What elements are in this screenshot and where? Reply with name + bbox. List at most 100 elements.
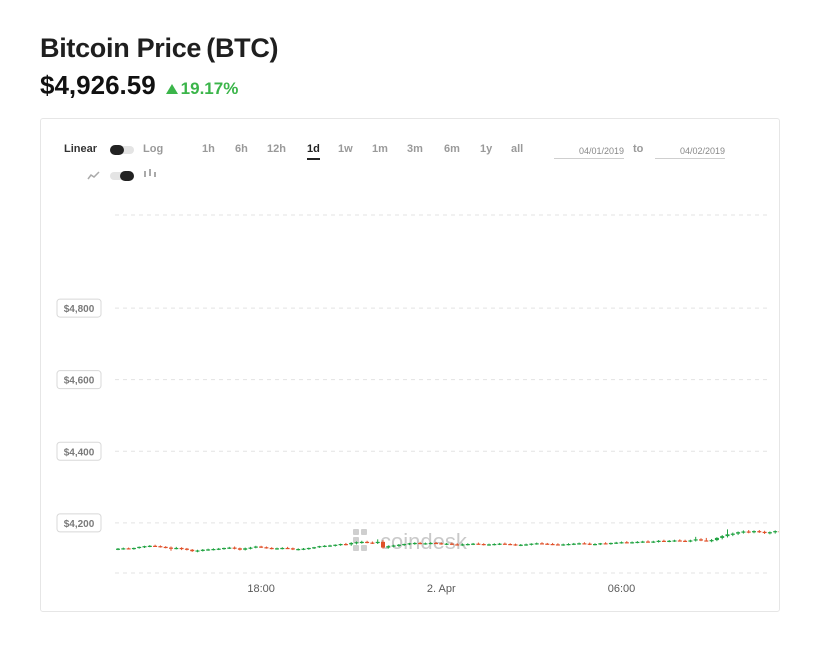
candle	[322, 545, 327, 548]
candle	[354, 541, 359, 545]
range-1w[interactable]: 1w	[338, 143, 353, 155]
scale-log-label[interactable]: Log	[143, 143, 164, 155]
candle-body	[184, 548, 189, 550]
range-1h[interactable]: 1h	[202, 143, 215, 155]
candle-body	[359, 541, 364, 544]
candle	[752, 530, 756, 534]
candle	[402, 543, 407, 546]
candle	[296, 548, 301, 551]
candle	[253, 545, 258, 549]
candle-body	[757, 531, 762, 533]
candle	[121, 547, 126, 550]
candle-body	[259, 546, 264, 548]
candle	[757, 530, 762, 533]
candle-body	[147, 545, 152, 547]
candle	[290, 547, 295, 551]
candle	[190, 549, 195, 552]
candle	[693, 536, 698, 542]
candle-body	[555, 544, 560, 546]
candle	[471, 542, 476, 546]
candle	[598, 542, 603, 546]
candle-body	[778, 531, 779, 533]
candle	[391, 544, 396, 548]
candle-body	[243, 548, 248, 550]
candle	[184, 547, 189, 551]
candle-body	[481, 544, 486, 546]
range-6h[interactable]: 6h	[235, 143, 248, 155]
candle	[502, 542, 507, 545]
date-from-input[interactable]	[554, 144, 624, 159]
candle	[688, 539, 693, 543]
candle	[153, 544, 158, 547]
candlestick-icon[interactable]	[143, 168, 157, 180]
candle-body	[365, 541, 370, 544]
candle	[365, 540, 370, 544]
scale-toggle[interactable]	[110, 145, 134, 155]
range-1y[interactable]: 1y	[480, 143, 493, 155]
candle	[561, 543, 566, 546]
candle-body	[343, 544, 348, 546]
date-to-input[interactable]	[655, 144, 725, 159]
candle	[381, 540, 385, 549]
candle-body	[142, 546, 147, 548]
candle	[200, 549, 205, 552]
y-tick-label: $4,200	[64, 519, 95, 530]
candle	[529, 543, 534, 546]
candle	[481, 543, 486, 546]
range-12h[interactable]: 12h	[267, 143, 286, 155]
candle-body	[301, 548, 306, 550]
candle-body	[635, 541, 640, 544]
candle	[651, 540, 656, 543]
price-change: 19.17%	[165, 79, 238, 99]
candle	[555, 543, 560, 546]
candle-body	[487, 544, 491, 546]
range-3m[interactable]: 3m	[407, 143, 423, 155]
candle-body	[423, 543, 428, 545]
scale-linear-label[interactable]: Linear	[64, 143, 98, 155]
candle	[773, 530, 778, 534]
watermark-text: coindesk	[380, 529, 468, 554]
candle	[328, 544, 332, 547]
candle-body	[661, 540, 666, 542]
y-axis: $4,200 $4,400 $4,600 $4,800	[56, 298, 102, 533]
candle	[264, 546, 269, 549]
range-all[interactable]: all	[511, 143, 524, 155]
candle-body	[773, 531, 778, 533]
candle	[306, 547, 311, 550]
grid-lines	[115, 214, 769, 574]
candle-body	[333, 544, 338, 546]
candle	[370, 541, 375, 545]
candle	[147, 545, 152, 548]
candle	[603, 542, 608, 545]
candle-body	[640, 541, 645, 543]
price-chart[interactable]: coindesk $4,200 $4,400 $4,600 $4,800 18:00 2…	[41, 119, 779, 611]
candle	[550, 542, 555, 546]
candle	[396, 544, 401, 547]
candle	[338, 543, 343, 546]
range-6m[interactable]: 6m	[444, 143, 460, 155]
candle	[222, 547, 226, 550]
candle-body	[767, 532, 772, 534]
candle-body	[121, 548, 126, 550]
candle-body	[396, 544, 401, 546]
candle-body	[280, 547, 285, 550]
candle-body	[328, 545, 332, 547]
candle-body	[720, 536, 725, 538]
candle	[741, 530, 746, 534]
candle-body	[338, 544, 343, 546]
candle	[661, 539, 666, 542]
candle-body	[381, 541, 385, 548]
range-1d[interactable]: 1d	[307, 143, 320, 160]
candle	[672, 539, 677, 542]
up-arrow-icon	[165, 84, 178, 94]
range-1m[interactable]: 1m	[372, 143, 388, 155]
candle	[158, 545, 163, 548]
candle	[386, 545, 391, 549]
candle	[232, 546, 237, 550]
chart-type-toggle[interactable]	[110, 171, 134, 181]
candle	[174, 546, 179, 550]
current-price: $4,926.59	[40, 70, 156, 100]
candle-body	[566, 544, 571, 546]
line-chart-icon[interactable]	[87, 171, 101, 181]
candle	[640, 540, 645, 543]
